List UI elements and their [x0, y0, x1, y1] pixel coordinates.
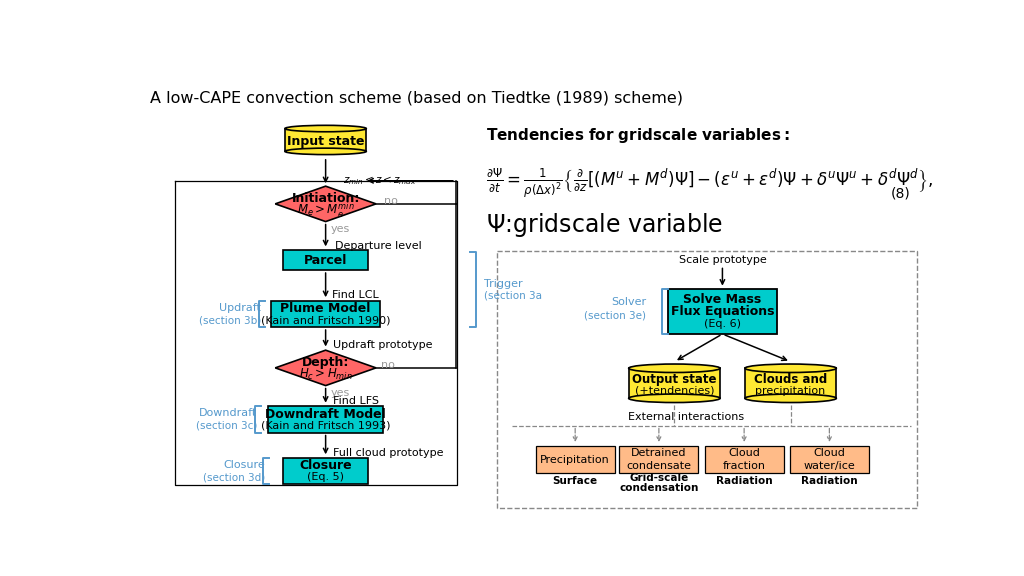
Text: Solve Mass: Solve Mass: [683, 293, 762, 306]
Bar: [536, 446, 614, 473]
Text: $\frac{\partial\Psi}{\partial t} = \frac{1}{\rho(\Delta x)^2}\left\{\frac{\parti: $\frac{\partial\Psi}{\partial t} = \frac…: [486, 166, 934, 200]
Text: Cloud: Cloud: [728, 448, 760, 458]
Text: (section 3d): (section 3d): [203, 472, 265, 482]
Text: Depth:: Depth:: [302, 356, 349, 369]
Text: Solver: Solver: [611, 297, 646, 308]
Text: Full cloud prototype: Full cloud prototype: [334, 448, 443, 457]
Text: Closure: Closure: [223, 460, 265, 470]
Text: (section 3b): (section 3b): [199, 315, 261, 325]
Text: External interactions: External interactions: [628, 412, 744, 422]
Bar: [283, 458, 369, 484]
Ellipse shape: [285, 148, 367, 154]
Text: (8): (8): [891, 187, 910, 201]
Text: $z_{min} < z < z_{max}$: $z_{min} < z < z_{max}$: [343, 175, 417, 187]
Text: $H_c > H_{min}$: $H_c > H_{min}$: [299, 367, 352, 382]
Text: Grid-scale: Grid-scale: [630, 473, 688, 483]
Text: $\mathbf{Tendencies\ for\ gridscale\ variables:}$: $\mathbf{Tendencies\ for\ gridscale\ var…: [486, 126, 790, 145]
Text: Downdraft Model: Downdraft Model: [265, 408, 386, 420]
Bar: [285, 128, 367, 151]
Text: fraction: fraction: [723, 461, 766, 471]
Text: Flux Equations: Flux Equations: [671, 305, 774, 318]
Ellipse shape: [744, 364, 837, 373]
Text: Find LCL: Find LCL: [332, 290, 379, 300]
Ellipse shape: [629, 394, 720, 403]
Text: precipitation: precipitation: [756, 386, 825, 396]
Ellipse shape: [744, 394, 837, 403]
Ellipse shape: [285, 126, 367, 132]
Text: Scale prototype: Scale prototype: [679, 255, 766, 265]
Text: yes: yes: [331, 223, 349, 233]
Text: condensate: condensate: [627, 461, 691, 471]
Text: Radiation: Radiation: [801, 476, 858, 486]
Bar: [620, 446, 698, 473]
Text: (Kain and Fritsch 1993): (Kain and Fritsch 1993): [261, 420, 390, 431]
Text: Initiation:: Initiation:: [292, 192, 359, 205]
Text: Updraft: Updraft: [219, 303, 261, 313]
Text: Parcel: Parcel: [304, 253, 347, 267]
Bar: [283, 250, 369, 270]
Text: Precipitation: Precipitation: [541, 454, 610, 464]
Text: (Eq. 6): (Eq. 6): [703, 319, 741, 329]
Text: no: no: [384, 196, 397, 206]
Text: Updraft prototype: Updraft prototype: [334, 340, 433, 350]
Text: Closure: Closure: [299, 459, 352, 472]
Text: no: no: [381, 360, 395, 370]
Text: water/ice: water/ice: [804, 461, 855, 471]
Text: yes: yes: [331, 388, 349, 397]
Text: Plume Model: Plume Model: [281, 302, 371, 315]
Bar: [790, 446, 869, 473]
Ellipse shape: [629, 364, 720, 373]
Text: Radiation: Radiation: [716, 476, 772, 486]
Bar: [705, 446, 783, 473]
Text: Trigger: Trigger: [483, 279, 522, 289]
Text: Input state: Input state: [287, 135, 365, 148]
Text: (section 3a: (section 3a: [483, 290, 542, 300]
Text: $\Psi$:gridscale variable: $\Psi$:gridscale variable: [486, 211, 723, 240]
Text: Find LFS: Find LFS: [334, 396, 379, 406]
Bar: [497, 251, 916, 508]
Text: (section 3e): (section 3e): [585, 310, 646, 320]
Text: Departure level: Departure level: [335, 241, 422, 251]
Bar: [268, 407, 383, 433]
Text: A low-CAPE convection scheme (based on Tiedtke (1989) scheme): A low-CAPE convection scheme (based on T…: [150, 90, 683, 105]
Text: Detrained: Detrained: [631, 448, 687, 458]
Polygon shape: [275, 350, 376, 385]
Bar: [669, 289, 776, 334]
Text: Output state: Output state: [632, 373, 717, 386]
Text: (+tendencies): (+tendencies): [635, 386, 714, 396]
Text: (Eq. 5): (Eq. 5): [307, 472, 344, 482]
Bar: [629, 368, 720, 398]
Text: $M_e > M_e^{min}$: $M_e > M_e^{min}$: [297, 201, 354, 221]
Bar: [271, 301, 380, 327]
Text: (section 3c): (section 3c): [196, 420, 257, 431]
Bar: [744, 368, 837, 398]
Text: Surface: Surface: [553, 476, 598, 486]
Text: Clouds and: Clouds and: [754, 373, 827, 386]
Polygon shape: [275, 186, 376, 222]
Text: Downdraft: Downdraft: [200, 408, 257, 418]
Text: condensation: condensation: [620, 483, 698, 493]
Text: Cloud: Cloud: [813, 448, 846, 458]
Text: (Kain and Fritsch 1990): (Kain and Fritsch 1990): [261, 315, 390, 325]
